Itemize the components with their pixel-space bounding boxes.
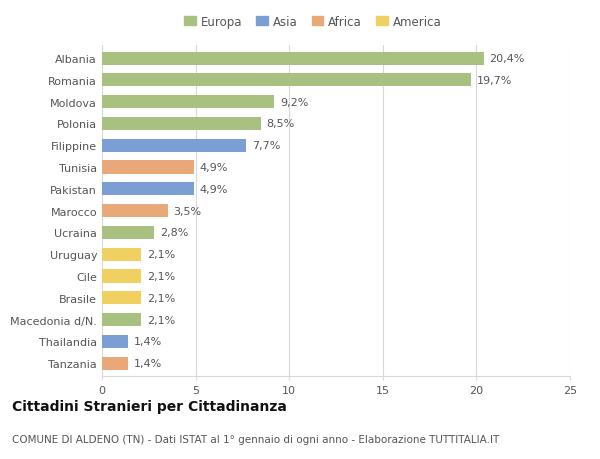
Bar [102, 161, 194, 174]
Text: 7,7%: 7,7% [252, 141, 280, 151]
Text: 9,2%: 9,2% [280, 97, 308, 107]
Text: 1,4%: 1,4% [134, 336, 162, 347]
Text: 3,5%: 3,5% [173, 206, 201, 216]
Text: 4,9%: 4,9% [199, 162, 228, 173]
Bar [102, 205, 167, 218]
Text: 4,9%: 4,9% [199, 185, 228, 195]
Bar [102, 226, 154, 240]
Text: Cittadini Stranieri per Cittadinanza: Cittadini Stranieri per Cittadinanza [12, 399, 287, 413]
Text: 2,1%: 2,1% [147, 315, 175, 325]
Text: 2,1%: 2,1% [147, 250, 175, 260]
Text: 2,8%: 2,8% [160, 228, 188, 238]
Text: 19,7%: 19,7% [476, 76, 512, 86]
Bar [102, 335, 128, 348]
Bar [102, 183, 194, 196]
Text: 1,4%: 1,4% [134, 358, 162, 368]
Bar [102, 74, 471, 87]
Legend: Europa, Asia, Africa, America: Europa, Asia, Africa, America [179, 11, 446, 34]
Bar [102, 118, 261, 131]
Text: 8,5%: 8,5% [267, 119, 295, 129]
Bar [102, 291, 142, 305]
Text: 2,1%: 2,1% [147, 293, 175, 303]
Text: 2,1%: 2,1% [147, 271, 175, 281]
Bar [102, 96, 274, 109]
Bar [102, 248, 142, 261]
Bar [102, 140, 246, 152]
Bar [102, 52, 484, 66]
Bar [102, 357, 128, 370]
Text: COMUNE DI ALDENO (TN) - Dati ISTAT al 1° gennaio di ogni anno - Elaborazione TUT: COMUNE DI ALDENO (TN) - Dati ISTAT al 1°… [12, 434, 499, 444]
Text: 20,4%: 20,4% [490, 54, 525, 64]
Bar [102, 313, 142, 326]
Bar [102, 270, 142, 283]
